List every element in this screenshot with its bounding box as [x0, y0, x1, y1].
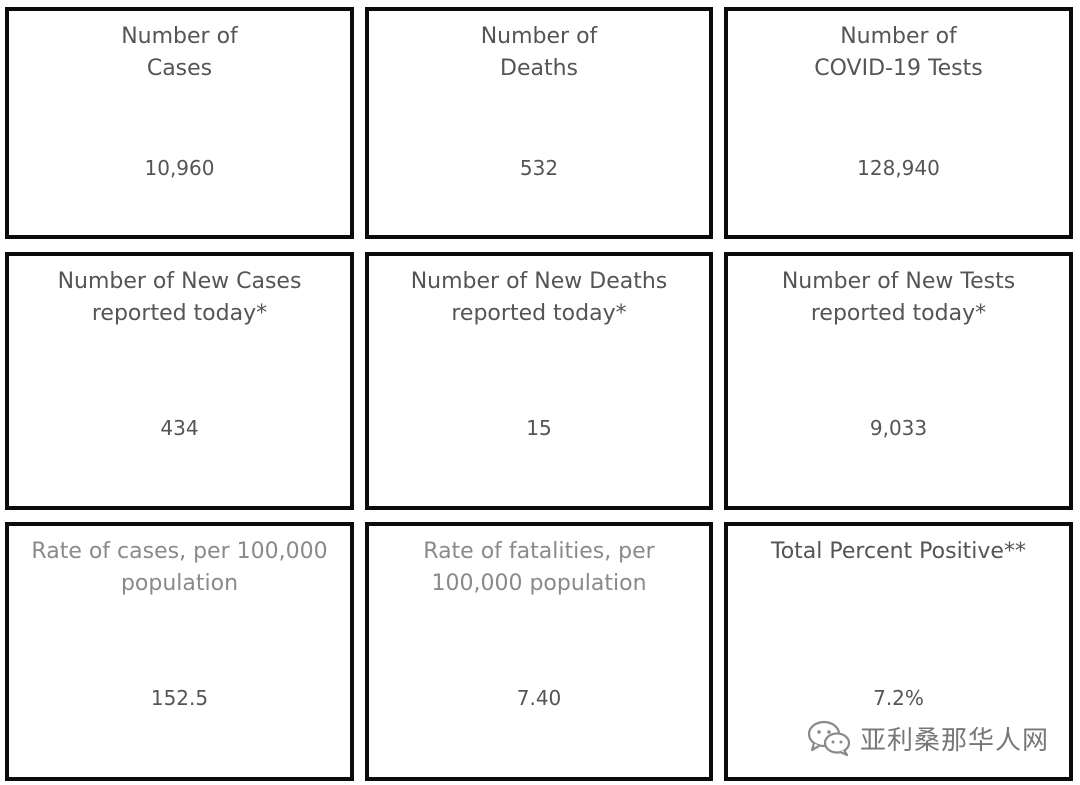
card-value: 9,033 — [869, 416, 928, 440]
card-title: Number of Cases — [17, 21, 342, 85]
card-value: 434 — [160, 416, 199, 440]
watermark: 亚利桑那华人网 — [806, 718, 1049, 758]
card-title: Rate of fatalities, per 100,000 populati… — [377, 536, 701, 600]
card-title-line: 100,000 population — [431, 571, 647, 596]
card-title-line: population — [120, 571, 239, 596]
card-title-line: reported today* — [810, 301, 987, 326]
card-title-line: Number of — [480, 24, 598, 49]
card-title-line: Number of — [121, 24, 238, 49]
card-title: Total Percent Positive** — [736, 536, 1061, 568]
card-value: 7.2% — [873, 686, 924, 710]
card-title-line: Number of New Deaths — [410, 269, 668, 294]
wechat-icon — [807, 720, 851, 757]
card-title-line: Rate of fatalities, per — [423, 539, 655, 564]
card-title-line: Rate of cases, per 100,000 — [31, 539, 328, 564]
card-title-line: Cases — [146, 56, 213, 81]
card-value: 15 — [526, 416, 552, 440]
card-number-of-deaths: Number of Deaths 532 — [365, 7, 713, 239]
card-number-of-tests: Number of COVID-19 Tests 128,940 — [724, 7, 1073, 239]
card-title: Number of Deaths — [377, 21, 701, 85]
card-title-line: COVID-19 Tests — [814, 56, 983, 81]
card-new-cases-today: Number of New Cases reported today* 434 — [5, 252, 354, 510]
card-value: 532 — [519, 156, 559, 180]
card-title-line: Number of New Cases — [57, 269, 302, 294]
card-rate-of-fatalities: Rate of fatalities, per 100,000 populati… — [365, 522, 713, 781]
card-value: 7.40 — [516, 686, 562, 710]
card-title: Number of COVID-19 Tests — [736, 21, 1061, 85]
card-rate-of-cases: Rate of cases, per 100,000 population 15… — [5, 522, 354, 781]
card-number-of-cases: Number of Cases 10,960 — [5, 7, 354, 239]
card-value: 152.5 — [150, 686, 209, 710]
card-title: Number of New Tests reported today* — [736, 266, 1061, 330]
card-new-deaths-today: Number of New Deaths reported today* 15 — [365, 252, 713, 510]
card-title-line: reported today* — [91, 301, 268, 326]
card-value: 128,940 — [857, 156, 940, 180]
card-title-line: reported today* — [451, 301, 627, 326]
card-title-line: Deaths — [500, 56, 578, 81]
card-new-tests-today: Number of New Tests reported today* 9,03… — [724, 252, 1073, 510]
card-title: Rate of cases, per 100,000 population — [17, 536, 342, 600]
card-title-line: Total Percent Positive** — [771, 539, 1026, 564]
watermark-text: 亚利桑那华人网 — [860, 725, 1050, 756]
card-title: Number of New Cases reported today* — [17, 266, 342, 330]
card-total-percent-positive: Total Percent Positive** 7.2% — [724, 522, 1073, 781]
card-title-line: Number of New Tests — [781, 269, 1016, 294]
card-title: Number of New Deaths reported today* — [377, 266, 701, 330]
card-value: 10,960 — [144, 156, 215, 180]
card-title-line: Number of — [840, 24, 957, 49]
